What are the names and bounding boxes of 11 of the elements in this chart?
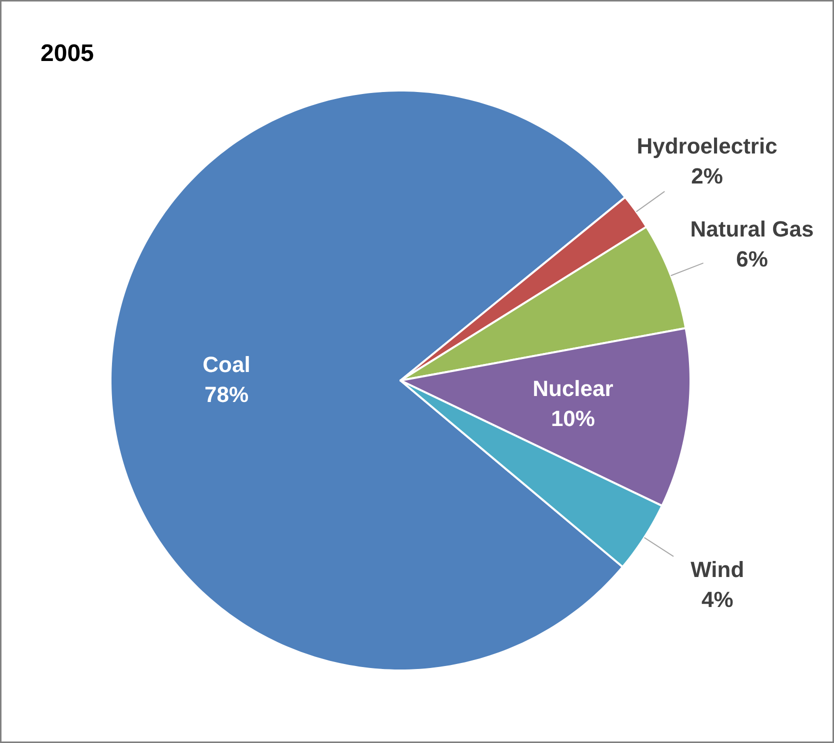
data-label: 78% (204, 382, 249, 407)
data-label: 10% (550, 406, 595, 432)
data-label: 2% (691, 164, 723, 189)
chart-title: 2005 (40, 40, 94, 67)
slice-label: Nuclear (532, 376, 614, 402)
slice-label: Hydroelectric (636, 134, 778, 159)
slice-label: Natural Gas (690, 216, 814, 242)
slice-label: Coal (202, 352, 250, 377)
slice-label: Wind (690, 557, 744, 582)
data-label: 6% (736, 246, 768, 272)
data-label: 4% (701, 587, 734, 612)
